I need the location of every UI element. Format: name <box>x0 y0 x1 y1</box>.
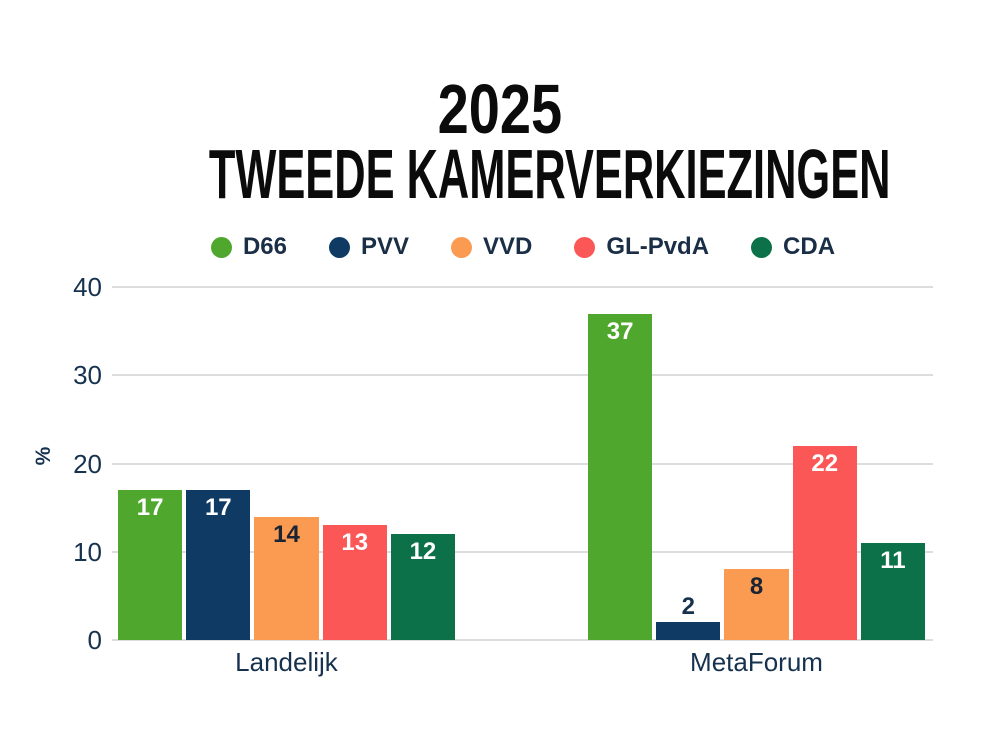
bar-pvv-landelijk: 17 <box>186 490 251 640</box>
title-year-text: 2025 <box>437 70 563 148</box>
bar-value-label: 37 <box>606 317 634 345</box>
bar-value-label: 8 <box>749 573 764 601</box>
title-year: 2025 <box>0 70 1000 148</box>
bar-cda-landelijk: 12 <box>390 534 456 640</box>
legend-label: D66 <box>242 233 287 260</box>
gridline-40 <box>112 286 933 288</box>
legend-item-pvv: PVV <box>328 233 410 260</box>
legend-item-cda: CDA <box>751 234 835 260</box>
legend-dot-vvd <box>451 236 473 258</box>
page-title: TWEEDE KAMERVERKIEZINGEN <box>0 135 1000 213</box>
y-tick-30: 30 <box>73 360 102 391</box>
legend-label: CDA <box>783 233 836 260</box>
bar-value-label: 12 <box>409 538 437 566</box>
x-axis-label-metaforum: MetaForum <box>690 647 823 677</box>
bar-gl-pvda-landelijk: 13 <box>322 525 387 640</box>
y-tick-0: 0 <box>87 625 102 655</box>
legend-label: GL-PvdA <box>606 233 710 260</box>
bar-value-label: 2 <box>681 593 695 621</box>
legend-dot-d66 <box>210 236 232 258</box>
bar-value-label: 13 <box>341 529 369 557</box>
y-tick-10: 10 <box>73 536 102 567</box>
bar-vvd-landelijk: 14 <box>254 516 319 640</box>
gridline-10 <box>112 550 933 553</box>
bar-vvd-metaforum: 8 <box>724 569 789 640</box>
legend-label: VVD <box>483 233 533 260</box>
bar-d66-metaforum: 37 <box>588 313 653 640</box>
bar-value-label: 22 <box>811 449 839 477</box>
bar-group-metaforum: 37 2 8 22 11 <box>588 287 926 640</box>
legend-dot-pvv <box>328 236 350 258</box>
x-axis-label-landelijk: Landelijk <box>235 647 338 677</box>
bar-value-label: 17 <box>204 494 232 521</box>
legend-dot-gl-pvda <box>574 236 596 258</box>
bar-value-label: 11 <box>880 546 906 574</box>
bar-d66-landelijk: 17 <box>118 490 183 640</box>
bar-group-landelijk: 17 17 14 13 12 <box>118 287 456 640</box>
legend-item-vvd: VVD <box>451 234 532 260</box>
bar-value-label: 17 <box>136 494 164 521</box>
y-tick-20: 20 <box>73 448 102 479</box>
legend-item-gl-pvda: GL-PvdA <box>574 234 709 260</box>
gridline-30 <box>112 374 933 377</box>
legend-item-d66: D66 <box>210 233 287 260</box>
page-title-text: TWEEDE KAMERVERKIEZINGEN <box>208 135 891 213</box>
legend-dot-cda <box>751 236 773 258</box>
bar-value-label: 14 <box>273 520 300 548</box>
gridline-20 <box>112 462 933 465</box>
bar-pvv-metaforum: 2 <box>656 594 721 640</box>
chart-legend: D66 PVV VVD GL-PvdA CDA <box>0 234 1000 260</box>
bar-cda-metaforum: 11 <box>860 542 926 640</box>
legend-label: PVV <box>360 233 410 260</box>
gridline-0 <box>112 639 933 641</box>
y-tick-40: 40 <box>73 272 102 302</box>
bar-gl-pvda-metaforum: 22 <box>792 445 857 640</box>
